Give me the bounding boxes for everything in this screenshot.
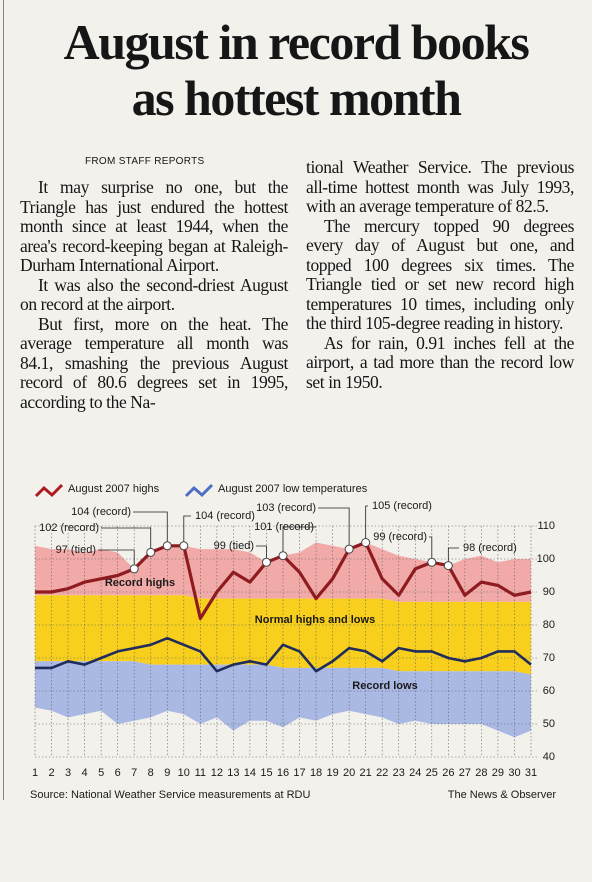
leader-line (256, 545, 267, 559)
record-label: 101 (record) (254, 521, 314, 533)
x-tick-label: 10 (178, 767, 190, 779)
band (35, 661, 531, 738)
byline: FROM STAFF REPORTS (85, 156, 205, 167)
paragraph: The mercury topped 90 degrees every day … (306, 215, 574, 333)
record-label: 104 (record) (71, 506, 131, 518)
leader-line (365, 505, 368, 539)
x-tick-label: 11 (195, 767, 206, 779)
headline-line: as hottest month (131, 70, 462, 126)
band-label: Record highs (105, 577, 175, 589)
leader-line (282, 526, 316, 552)
headline: August in record books as hottest month (0, 14, 592, 126)
record-marker (261, 557, 271, 567)
x-tick-label: 8 (148, 767, 154, 779)
x-tick-label: 23 (393, 767, 405, 779)
record-label: 104 (record) (195, 510, 255, 522)
paragraph: As for rain, 0.91 inches fell at the air… (306, 332, 574, 392)
x-tick-label: 6 (115, 767, 121, 779)
x-tick-label: 21 (360, 767, 372, 779)
x-tick-label: 31 (525, 767, 537, 779)
record-label: 103 (record) (256, 502, 316, 514)
record-marker (427, 557, 437, 567)
y-tick-label: 70 (543, 652, 555, 664)
record-marker (179, 541, 189, 551)
credit: The News & Observer (448, 789, 557, 801)
leader-line (318, 507, 350, 546)
paragraph: It was also the second-driest August on … (20, 274, 288, 314)
x-tick-label: 28 (475, 767, 487, 779)
page-rule (3, 0, 4, 800)
column: tional Weather Service. The previous all… (306, 157, 574, 392)
x-tick-label: 20 (343, 767, 355, 779)
source: Source: National Weather Service measure… (30, 789, 310, 801)
record-marker (443, 561, 453, 571)
record-label: 99 (record) (373, 531, 427, 543)
x-tick-label: 26 (442, 767, 454, 779)
x-tick-label: 1 (32, 767, 38, 779)
leader-line (183, 515, 191, 542)
record-marker (278, 551, 288, 561)
leader-line (447, 547, 459, 562)
record-marker (146, 547, 156, 557)
x-tick-label: 24 (409, 767, 421, 779)
x-tick-label: 4 (82, 767, 88, 779)
x-tick-label: 27 (459, 767, 471, 779)
record-label: 97 (tied) (56, 544, 96, 556)
x-tick-label: 2 (48, 767, 54, 779)
y-tick-label: 80 (543, 619, 555, 631)
y-tick-label: 50 (543, 718, 555, 730)
record-marker (361, 538, 371, 547)
paragraph: It may surprise no one, but the Triangle… (20, 177, 288, 275)
legend-label: August 2007 low temperatures (218, 483, 368, 495)
record-marker (129, 564, 139, 574)
y-tick-label: 40 (543, 751, 555, 763)
x-tick-label: 13 (227, 767, 239, 779)
column: It may surprise no one, but the Triangle… (20, 177, 288, 412)
y-tick-label: 60 (543, 685, 555, 697)
leader-line (98, 549, 135, 565)
headline-line: August in record books (63, 14, 530, 70)
y-tick-label: 110 (537, 520, 555, 532)
x-tick-label: 19 (326, 767, 338, 779)
x-tick-label: 22 (376, 767, 388, 779)
record-label: 105 (record) (372, 500, 432, 512)
x-tick-label: 9 (164, 767, 170, 779)
legend-label: August 2007 highs (68, 483, 160, 495)
record-label: 102 (record) (39, 522, 99, 534)
band-label: Record lows (352, 680, 417, 692)
paragraph: tional Weather Service. The previous all… (306, 157, 574, 216)
record-label: 98 (record) (463, 542, 517, 554)
record-marker (344, 544, 354, 554)
x-tick-label: 12 (211, 767, 223, 779)
leader-line (133, 511, 168, 542)
paragraph: But first, more on the heat. The average… (20, 313, 288, 412)
x-tick-label: 14 (244, 767, 256, 779)
band-label: Normal highs and lows (255, 614, 375, 626)
x-tick-label: 7 (131, 767, 137, 779)
record-label: 99 (tied) (214, 540, 254, 552)
x-tick-label: 18 (310, 767, 322, 779)
x-tick-label: 5 (98, 767, 104, 779)
series-line (35, 636, 532, 673)
legend-swatch (34, 483, 64, 498)
x-tick-label: 25 (426, 767, 438, 779)
y-tick-label: 90 (543, 586, 555, 598)
leader-line (101, 527, 152, 549)
legend-swatch (184, 483, 214, 498)
x-tick-label: 29 (492, 767, 504, 779)
record-marker (162, 541, 172, 551)
leader-line (429, 536, 433, 559)
x-tick-label: 3 (65, 767, 71, 779)
x-tick-label: 15 (260, 767, 272, 779)
x-tick-label: 16 (277, 767, 289, 779)
x-tick-label: 17 (293, 767, 305, 779)
y-tick-label: 100 (537, 553, 555, 565)
x-tick-label: 30 (508, 767, 520, 779)
